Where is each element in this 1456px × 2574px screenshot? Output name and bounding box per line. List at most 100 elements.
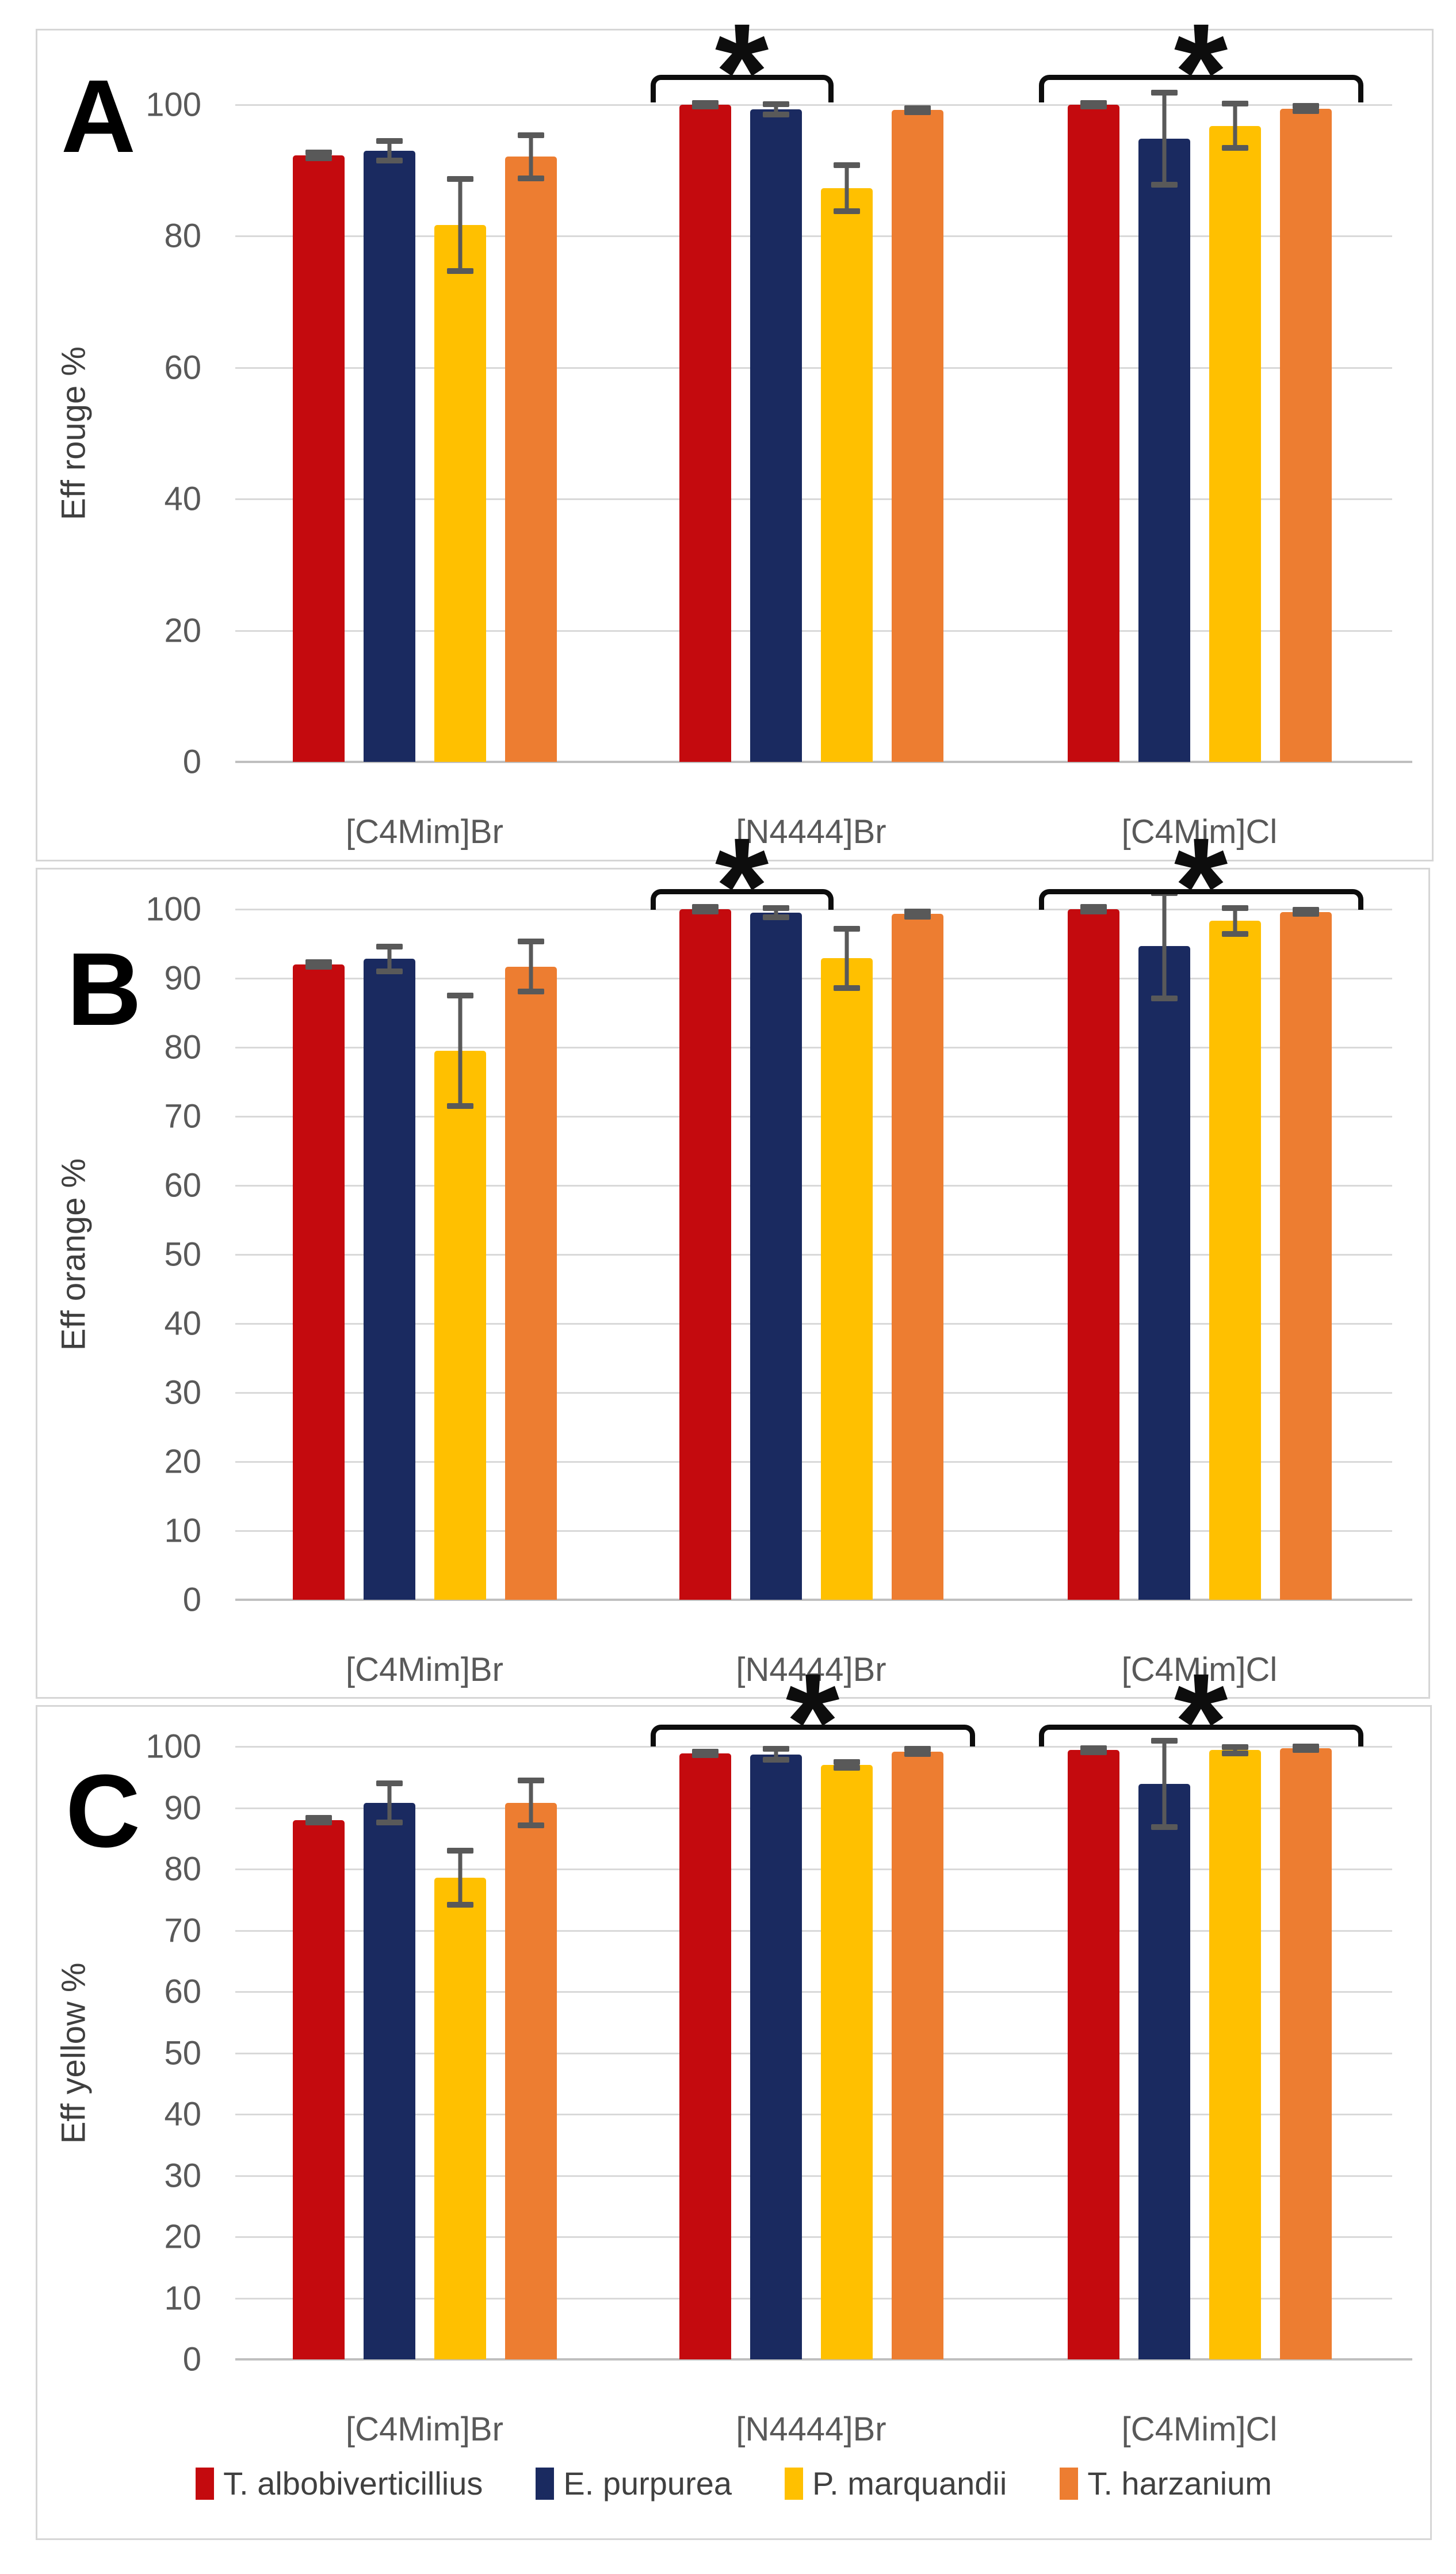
legend-label: T. harzanium [1087, 2465, 1272, 2501]
bar [1138, 1783, 1190, 2359]
panel-letter-B: B [67, 932, 142, 1047]
y-tick-label: 40 [164, 2095, 201, 2133]
error-bar [844, 1761, 849, 1768]
legend-swatch-icon [196, 2467, 215, 2500]
y-tick-label: 20 [164, 612, 201, 650]
gridline [235, 1116, 1392, 1118]
error-bar-cap [517, 132, 544, 138]
error-bar-cap [691, 100, 719, 106]
error-bar [529, 135, 533, 178]
significance-asterisk: * [714, 0, 769, 149]
bar [505, 966, 557, 1600]
error-bar-cap [1292, 103, 1319, 109]
significance-asterisk: * [1174, 1645, 1228, 1799]
gridline [235, 909, 1392, 910]
gridline [235, 1461, 1392, 1463]
error-bar-cap [1080, 1745, 1107, 1752]
significance-bracket [650, 75, 834, 102]
significance-bracket [1038, 1725, 1363, 1746]
error-bar-cap [1221, 1750, 1248, 1756]
y-tick-label: 20 [164, 1443, 201, 1481]
gridline [235, 1991, 1392, 1993]
bar [820, 1764, 873, 2359]
y-tick-label: 30 [164, 2157, 201, 2194]
y-tick-label: 10 [164, 1512, 201, 1550]
bar [363, 150, 415, 762]
panel-box-B [36, 868, 1430, 1699]
gridline [235, 1868, 1392, 1870]
error-bar-cap [904, 105, 931, 111]
gridline [235, 1185, 1392, 1187]
significance-asterisk: * [1174, 809, 1228, 963]
gridline [235, 367, 1392, 369]
y-tick-label: 90 [164, 1789, 201, 1826]
error-bar-cap [691, 1748, 719, 1755]
bar [1067, 105, 1119, 762]
error-bar [387, 1783, 391, 1823]
error-bar-cap [691, 908, 719, 914]
panel-letter-A: A [61, 59, 136, 174]
panel-box-A [36, 29, 1434, 861]
error-bar-cap [904, 1751, 931, 1757]
y-tick-label: 10 [164, 2279, 201, 2317]
legend: T. albobiverticillius E. purpurea P. marqu… [36, 2465, 1432, 2502]
error-bar [1233, 907, 1237, 935]
gridline [235, 2297, 1392, 2300]
error-bar-cap [1151, 1738, 1178, 1744]
y-tick-label: 80 [164, 217, 201, 255]
y-tick-label: 30 [164, 1374, 201, 1412]
error-bar-cap [1221, 905, 1248, 911]
error-bar-cap [1080, 904, 1107, 910]
significance-asterisk: * [714, 809, 769, 963]
bar [1138, 945, 1190, 1600]
error-bar-cap [376, 1780, 403, 1786]
bar [434, 1051, 486, 1600]
error-bar-cap [762, 914, 789, 921]
bar [1209, 125, 1261, 762]
error-bar-cap [833, 925, 860, 932]
error-bar-cap [1080, 908, 1107, 914]
error-bar-cap [1151, 1824, 1178, 1830]
error-bar-cap [1221, 100, 1248, 106]
gridline [235, 1746, 1392, 1748]
error-bar [387, 946, 391, 971]
error-bar-cap [305, 963, 332, 970]
gridline [235, 498, 1392, 501]
error-bar-cap [1151, 182, 1178, 188]
bar [505, 157, 557, 762]
x-category-label: [N4444]Br [736, 2411, 886, 2448]
significance-bracket [650, 1725, 975, 1746]
y-tick-label: 0 [182, 743, 201, 781]
error-bar [844, 928, 849, 988]
bar [292, 964, 345, 1600]
x-category-label: [C4Mim]Br [346, 813, 503, 851]
error-bar-cap [376, 138, 403, 144]
y-tick-label: 100 [146, 1728, 201, 1765]
significance-bracket [1038, 75, 1363, 102]
bar [1067, 909, 1119, 1600]
bar [363, 1802, 415, 2359]
error-bar-cap [833, 1759, 860, 1765]
legend-swatch-icon [785, 2467, 804, 2500]
error-bar-cap [762, 101, 789, 107]
error-bar-cap [762, 1757, 789, 1763]
bar [750, 1754, 802, 2359]
error-bar-cap [517, 939, 544, 945]
error-bar-cap [1151, 90, 1178, 96]
bar [750, 109, 802, 762]
gridline [235, 1323, 1392, 1325]
gridline [235, 1047, 1392, 1048]
y-tick-label: 90 [164, 959, 201, 997]
error-bar-cap [904, 1746, 931, 1752]
error-bar-cap [376, 158, 403, 164]
error-bar-cap [691, 904, 719, 910]
error-bar [774, 1749, 778, 1760]
significance-asterisk: * [785, 1645, 840, 1799]
significance-bracket [1038, 889, 1363, 910]
error-bar-cap [517, 175, 544, 181]
gridline [235, 2236, 1392, 2238]
y-tick-label: 70 [164, 1097, 201, 1135]
y-tick-label: 80 [164, 1028, 201, 1066]
y-tick-label: 80 [164, 1850, 201, 1888]
error-bar-cap [1292, 911, 1319, 917]
